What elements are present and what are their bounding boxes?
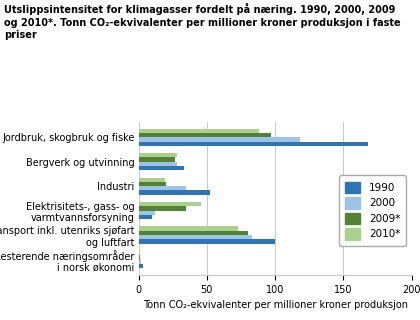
Bar [139, 211, 155, 215]
Bar [139, 231, 248, 235]
Text: Utslippsintensitet for klimagasser fordelt på næring. 1990, 2000, 2009
og 2010*.: Utslippsintensitet for klimagasser forde… [4, 3, 401, 40]
Bar [139, 166, 184, 170]
Bar [139, 162, 177, 166]
Legend: 1990, 2000, 2009*, 2010*: 1990, 2000, 2009*, 2010* [339, 175, 407, 246]
Bar [139, 215, 152, 219]
Bar [139, 129, 259, 133]
Bar [139, 260, 141, 264]
Bar [139, 251, 140, 255]
Bar [139, 202, 202, 206]
Bar [139, 141, 368, 146]
Bar [139, 178, 165, 182]
X-axis label: Tonn CO₂-ekvivalenter per millioner kroner produksjon: Tonn CO₂-ekvivalenter per millioner kron… [143, 300, 407, 310]
Bar [139, 186, 186, 190]
Bar [139, 235, 252, 239]
Bar [139, 157, 176, 162]
Bar [139, 255, 140, 260]
Bar [139, 153, 177, 157]
Bar [139, 133, 271, 137]
Bar [139, 264, 143, 268]
Bar [139, 182, 166, 186]
Bar [139, 206, 186, 211]
Bar [139, 239, 275, 244]
Bar [139, 227, 238, 231]
Bar [139, 137, 299, 141]
Bar [139, 190, 210, 195]
